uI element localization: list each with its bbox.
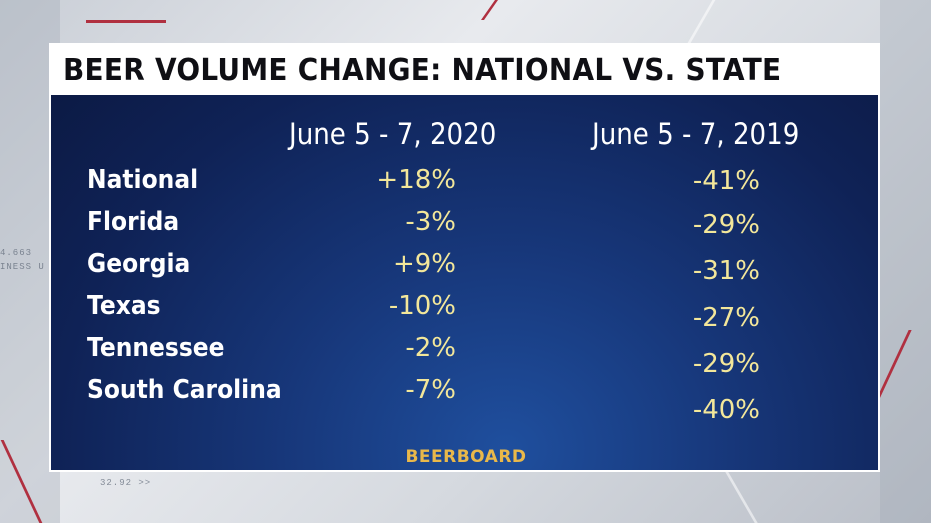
state-label: Texas xyxy=(87,291,161,321)
bg-red-stripe xyxy=(480,0,499,20)
column-header-2020: June 5 - 7, 2020 xyxy=(289,117,497,151)
column-header-2019: June 5 - 7, 2019 xyxy=(592,117,800,151)
state-label: Tennessee xyxy=(87,333,225,363)
value-2019: -29% xyxy=(692,210,760,240)
value-2019: -41% xyxy=(692,166,760,196)
state-label: National xyxy=(87,165,199,195)
data-card: BEER VOLUME CHANGE: NATIONAL VS. STATE J… xyxy=(49,43,880,472)
value-2020: +18% xyxy=(376,165,456,195)
value-2019: -27% xyxy=(692,303,760,333)
value-2020: -3% xyxy=(405,207,456,237)
bg-line xyxy=(687,0,716,43)
value-2020: -10% xyxy=(388,291,456,321)
value-2019: -40% xyxy=(692,395,760,425)
value-2020: +9% xyxy=(392,249,456,279)
bg-ticker-text: INESS U xyxy=(0,262,45,272)
value-2019: -31% xyxy=(692,256,760,286)
bg-ticker-text: 4.663 xyxy=(0,248,33,258)
state-label: Florida xyxy=(87,207,180,237)
bg-ticker-text: 32.92 >> xyxy=(100,478,152,488)
page-title: BEER VOLUME CHANGE: NATIONAL VS. STATE xyxy=(63,52,782,88)
bg-line xyxy=(725,472,758,523)
state-label: Georgia xyxy=(87,249,191,279)
source-credit: BEERBOARD xyxy=(405,447,527,467)
value-2020: -7% xyxy=(405,375,456,405)
title-bar: BEER VOLUME CHANGE: NATIONAL VS. STATE xyxy=(51,45,878,95)
state-label: South Carolina xyxy=(87,375,282,405)
bg-red-stripe xyxy=(86,20,166,23)
bg-panel-right xyxy=(880,0,931,523)
value-2020: -2% xyxy=(405,333,456,363)
value-2019: -29% xyxy=(692,349,760,379)
